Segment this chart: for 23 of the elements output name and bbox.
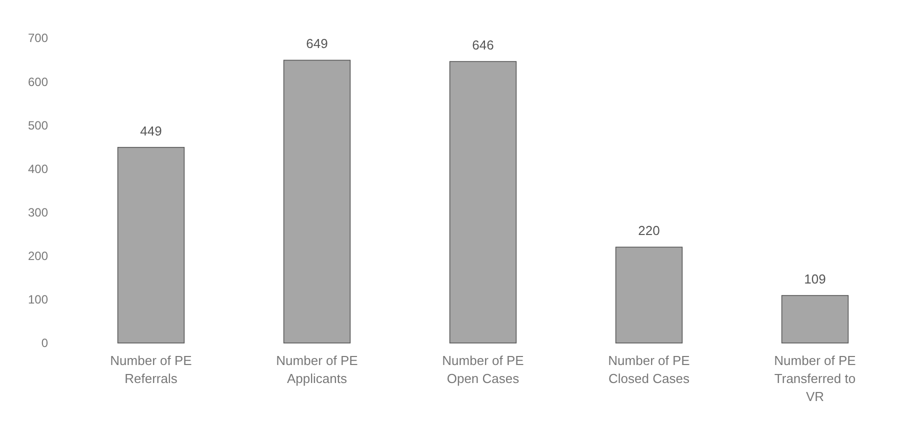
y-tick-label: 100 <box>28 292 48 307</box>
data-label: 109 <box>804 272 826 287</box>
bar <box>117 146 185 344</box>
x-tick-label: Number of PE Open Cases <box>442 353 524 386</box>
y-tick-label: 400 <box>28 162 48 176</box>
data-label: 646 <box>472 38 494 53</box>
bar <box>449 61 517 344</box>
y-tick-label: 0 <box>41 336 48 350</box>
x-tick-label: Number of PE Transferred to VR <box>774 353 856 404</box>
x-tick-label: Number of PE Referrals <box>110 353 192 386</box>
y-tick-label: 300 <box>28 205 48 220</box>
bar <box>615 246 683 344</box>
bar <box>283 60 351 344</box>
data-label: 649 <box>306 36 328 52</box>
y-tick-label: 200 <box>28 249 48 264</box>
data-label: 449 <box>140 123 162 138</box>
data-label: 220 <box>638 223 660 238</box>
y-tick-label: 600 <box>28 74 48 89</box>
x-tick-label: Number of PE Closed Cases <box>608 353 690 386</box>
y-tick-label: 500 <box>28 118 48 132</box>
bar <box>781 295 849 344</box>
x-tick-label: Number of PE Applicants <box>276 353 358 386</box>
y-tick-label: 700 <box>28 31 48 46</box>
